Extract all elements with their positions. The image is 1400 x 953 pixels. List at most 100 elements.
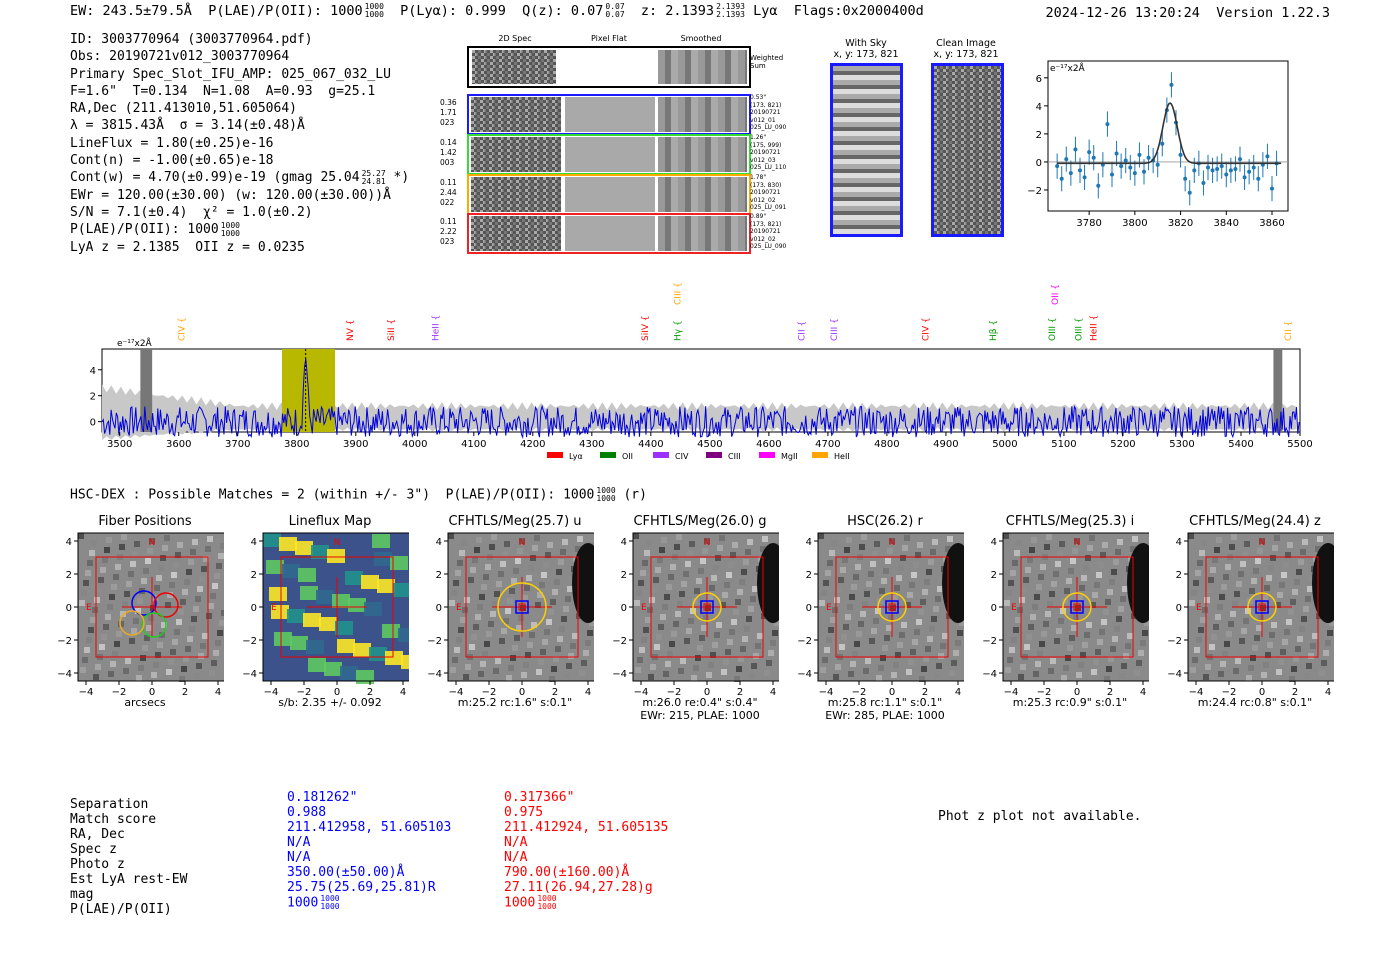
cutout-pixel [496,581,502,587]
fiber-circle [131,590,157,616]
cutout-pixel [1277,592,1283,598]
cutout-pixel [1107,589,1113,595]
zoom-point [1183,176,1188,181]
cutout-pixel [918,609,924,615]
cutout-pixel [851,584,857,590]
cutout-pixel [855,564,861,570]
fov-box [280,556,394,658]
zoom-point [1247,169,1252,174]
cutout-pixel [1323,650,1329,656]
cutout-pixel [1106,666,1112,672]
cutout-pixel [940,643,946,649]
cutout-pixel [1111,569,1117,575]
cutout-pixel [481,584,487,590]
cutout-pixel [825,570,831,576]
clean-image-title: Clean Image x, y: 173, 821 [933,38,999,60]
cutout-pixel [1116,616,1122,622]
cutout-pixel [509,588,515,594]
header-flags: Flags:0x2000400d [793,3,924,19]
line-marker-label: NV { [346,320,356,341]
cutout-pixel [103,624,109,630]
cutout-pixel [581,660,587,666]
header-z-frac: 2.1393 2.1393 [716,2,745,19]
cutout-pixel [678,668,684,674]
cutout-pixel [172,639,178,645]
fiber-row-right-label: 1.26" (175, 999) 20190721 v012_03 025_LU_110 [750,134,787,171]
cutout-pixel [125,658,131,664]
cutout-pixel [1028,624,1034,630]
cutout-pixel [531,622,537,628]
cutout-pixel [1307,586,1313,592]
cutout-pixel [639,647,645,653]
x-tick-label: 2 [367,687,373,695]
cutout-pixel [164,535,170,541]
x-tick-label: −4 [1189,687,1204,695]
cutout-pixel [1046,534,1052,540]
cutout-pixel [729,629,735,635]
lineflux-pixel [300,586,318,600]
cutout-pixel [554,579,560,585]
cutout-pixel [1020,664,1026,670]
east-mark: E [456,603,462,613]
x-tick-label: 2 [1292,687,1298,695]
lineflux-pixel [279,537,297,551]
cutout-pixel [1194,647,1200,653]
cutout-pixel [195,596,201,602]
zoom-x-tick-label: 3780 [1076,218,1101,229]
weighted-sum-panel [467,46,751,88]
with-sky-title: With Sky x, y: 173, 821 [833,38,899,60]
cutout-pixel [142,645,148,651]
cutout-pixel [132,551,138,557]
info-id: ID: 3003770964 (3003770964.pdf) [70,32,313,47]
cutout-pixel [949,670,955,676]
cutout-pixel [823,580,829,586]
cutout-pixel [1040,564,1046,570]
cutout-pixel [563,606,569,612]
cutout-pixel [869,638,875,644]
cutout-pixel [743,559,749,565]
y-tick-label: −4 [982,669,997,680]
cutout-pixel [724,582,730,588]
zoom-point [1110,172,1114,177]
cutout-pixel [1246,675,1252,681]
zoom-x-tick-label: 3860 [1259,218,1284,229]
cutout-pixel [942,633,948,639]
line-marker-label: CIII { [673,282,683,305]
cutout-pixel [168,659,174,665]
cutout-pixel [944,623,950,629]
cutout-pixel [957,630,963,636]
cutout-pixel [1012,560,1018,566]
hsc-dex-summary: HSC-DEX : Possible Matches = 2 (within +… [70,486,647,503]
cutout-pixel [1034,594,1040,600]
cutout-title: CFHTLS/Meg(25.7) u [448,514,582,529]
cutout-pixel [1024,644,1030,650]
cutout-pixel [553,656,559,662]
cutout-pixel [1142,630,1148,636]
cutout-pixel [521,672,527,678]
cutout-pixel [1291,666,1297,672]
cutout-pixel [924,579,930,585]
cutout-pixel [1288,609,1294,615]
cutout-pixel [1030,614,1036,620]
clean-image [931,63,1004,237]
cutout-pixel [198,653,204,659]
cutout-pixel [688,618,694,624]
cutout-pixel [755,643,761,649]
cutout-pixel [760,546,766,552]
cutout-pixel [646,540,652,546]
cutout-pixel [135,608,141,614]
cutout-pixel [901,622,907,628]
cutout-pixel [1061,675,1067,681]
cutout-pixel [92,607,98,613]
y-tick-label: −2 [612,636,627,647]
lineflux-pixel [340,666,358,680]
header-qz: Q(z): 0.07 [522,3,604,19]
full-x-tick-label: 4000 [402,439,427,450]
cutout-pixel [1026,634,1032,640]
cutout-pixel [754,576,760,582]
cutout-pixel [933,606,939,612]
cutout-pixel [94,597,100,603]
cutout-pixel [1297,636,1303,642]
cutout-pixel [193,606,199,612]
cutout-pixel [640,570,646,576]
